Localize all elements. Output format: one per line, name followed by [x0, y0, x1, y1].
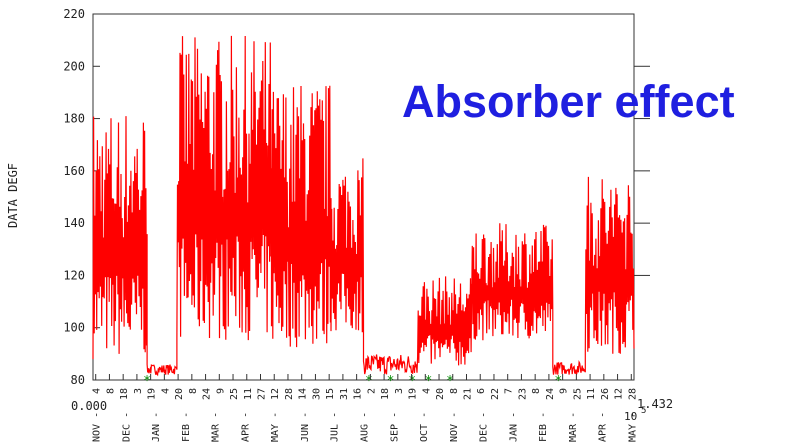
- x-day-label: 26: [600, 388, 611, 400]
- x-day-label: 4: [92, 388, 103, 394]
- x-month-label: MAR -: [211, 412, 222, 442]
- x-day-label: 9: [559, 388, 570, 394]
- x-month-label: FEB -: [181, 412, 192, 442]
- x-month-label: DEC -: [479, 412, 490, 442]
- x-day-label: 8: [105, 388, 116, 394]
- x-month-label: AUG -: [360, 412, 371, 442]
- x-month-label: JUL -: [330, 412, 341, 442]
- x-day-label: 27: [257, 388, 268, 400]
- markers: * * * * * * *: [143, 374, 562, 389]
- y-tick-label: 80: [71, 373, 85, 387]
- y-tick-label: 100: [63, 321, 85, 335]
- x-month-label: OCT -: [419, 412, 430, 442]
- x-day-label: 11: [243, 388, 254, 400]
- x-day-label: 20: [435, 388, 446, 400]
- marker-star: *: [408, 374, 416, 389]
- x-day-label: 28: [627, 388, 638, 400]
- x-day-label: 12: [270, 388, 281, 400]
- y-tick-label: 220: [63, 7, 85, 21]
- x-day-label: 19: [147, 388, 158, 400]
- x-month-label: JAN -: [151, 412, 162, 442]
- x-origin-label: 0.000: [71, 399, 107, 413]
- x-month-label: MAY -: [270, 412, 281, 442]
- x-day-label: 30: [311, 388, 322, 400]
- y-tick-label: 140: [63, 216, 85, 230]
- marker-star: *: [425, 374, 433, 389]
- x-month-label: NOV -: [92, 412, 103, 442]
- marker-star: *: [365, 374, 373, 389]
- x-end-label: 1.432: [637, 397, 673, 411]
- x-day-label: 19: [408, 388, 419, 400]
- x-month-label: APR -: [598, 412, 609, 442]
- x-day-label: 3: [394, 388, 405, 394]
- x-month-label: MAY -: [627, 412, 638, 442]
- marker-star: *: [387, 374, 395, 389]
- x-day-label: 14: [298, 388, 309, 400]
- x-day-label: 11: [586, 388, 597, 400]
- x-day-label: 25: [572, 388, 583, 400]
- x-end-exponent: 10: [624, 410, 637, 423]
- x-day-label: 21: [462, 388, 473, 400]
- x-day-label: 12: [614, 388, 625, 400]
- x-day-label: 8: [449, 388, 460, 394]
- x-day-label: 24: [202, 388, 213, 400]
- marker-star: *: [446, 374, 454, 389]
- x-day-label: 16: [353, 388, 364, 400]
- y-tick-label: 120: [63, 268, 85, 282]
- x-month-label: JAN -: [508, 412, 519, 442]
- x-end-exponent-power: 5: [641, 406, 646, 416]
- x-day-label: 9: [215, 388, 226, 394]
- x-month-label: SEP -: [389, 412, 400, 442]
- x-day-label: 28: [284, 388, 295, 400]
- x-month-label: NOV -: [449, 412, 460, 442]
- x-day-label: 15: [325, 388, 336, 400]
- x-month-label: DEC -: [121, 412, 132, 442]
- y-ticks: 80 100 120 140 160 180 200 220: [63, 7, 650, 387]
- x-day-label: 22: [490, 388, 501, 400]
- y-tick-label: 180: [63, 112, 85, 126]
- series-path: [92, 35, 635, 377]
- x-day-label: 2: [366, 388, 377, 394]
- x-month-label: FEB -: [538, 412, 549, 442]
- x-ticks: 4 8 18 3 19 4 20 8 24 9 25 11 27 12 28 14 30 15 31 16 2 18 3 19…: [71, 374, 673, 442]
- x-day-label: 25: [229, 388, 240, 400]
- x-day-label: 4: [160, 388, 171, 394]
- annotation-absorber-effect: Absorber effect: [402, 76, 735, 127]
- x-month-label: JUN -: [300, 412, 311, 442]
- x-day-label: 3: [133, 388, 144, 394]
- x-day-label: 8: [188, 388, 199, 394]
- x-month-label: MAR -: [568, 412, 579, 442]
- x-day-label: 4: [421, 388, 432, 394]
- x-day-label: 18: [380, 388, 391, 400]
- y-tick-label: 200: [63, 59, 85, 73]
- series-line: [92, 35, 635, 377]
- x-day-label: 7: [504, 388, 515, 394]
- y-axis-label: DATA DEGF: [6, 162, 20, 228]
- x-day-label: 31: [339, 388, 350, 400]
- x-day-label: 24: [545, 388, 556, 400]
- marker-star: *: [143, 374, 151, 389]
- x-day-label: 23: [517, 388, 528, 400]
- x-day-label: 6: [476, 388, 487, 394]
- y-tick-label: 160: [63, 164, 85, 178]
- x-month-label: APR -: [240, 412, 251, 442]
- marker-star: *: [554, 374, 562, 389]
- x-day-label: 18: [119, 388, 130, 400]
- x-day-label: 8: [531, 388, 542, 394]
- x-day-label: 20: [174, 388, 185, 400]
